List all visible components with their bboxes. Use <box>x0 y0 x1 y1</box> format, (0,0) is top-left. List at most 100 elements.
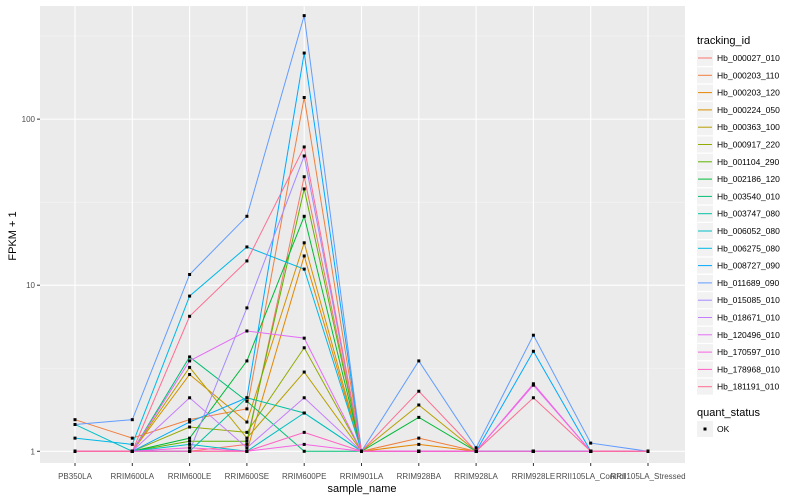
x-tick-label: RRIM600LA <box>111 472 155 481</box>
data-point <box>302 396 306 400</box>
x-tick-label: RRIM928LE <box>512 472 556 481</box>
data-point <box>245 306 249 310</box>
data-point <box>589 441 593 445</box>
data-point <box>188 355 192 359</box>
data-point <box>302 145 306 149</box>
data-point <box>302 95 306 99</box>
data-point <box>302 336 306 340</box>
data-point <box>531 333 535 337</box>
data-point <box>302 214 306 218</box>
x-axis: PB350LA RRIM600LA RRIM600LE RRIM600SE RRIM60… <box>58 463 686 481</box>
legend-label: Hb_000917_220 <box>717 140 780 150</box>
data-point <box>188 420 192 424</box>
data-point <box>302 154 306 158</box>
data-point <box>245 399 249 403</box>
data-point <box>474 446 478 450</box>
data-point <box>188 446 192 450</box>
y-axis: 1 10 100 <box>22 115 40 456</box>
legend-label: Hb_000224_050 <box>717 105 780 115</box>
data-point <box>417 442 421 446</box>
data-point <box>245 449 249 453</box>
data-point <box>302 411 306 415</box>
data-point <box>302 442 306 446</box>
data-point <box>531 382 535 386</box>
data-point <box>302 254 306 258</box>
plot-panel <box>40 6 685 463</box>
legend-label: Hb_003540_010 <box>717 191 780 201</box>
data-point <box>417 436 421 440</box>
data-point <box>188 365 192 369</box>
data-point <box>188 436 192 440</box>
grid-major <box>40 6 685 463</box>
data-point <box>188 449 192 453</box>
data-point <box>417 415 421 419</box>
legend-label: Hb_000203_110 <box>717 70 780 80</box>
data-point <box>188 314 192 318</box>
legend-label: Hb_015085_010 <box>717 295 780 305</box>
x-tick-label: RRIM928LA <box>454 472 498 481</box>
legend-status-title: quant_status <box>697 407 760 419</box>
legend-label: Hb_000027_010 <box>717 53 780 63</box>
x-tick-label: RRIM600LE <box>168 472 212 481</box>
x-tick-label: RRIM928BA <box>397 472 442 481</box>
data-point <box>302 51 306 55</box>
data-point <box>245 436 249 440</box>
data-point <box>245 430 249 434</box>
data-point <box>245 396 249 400</box>
data-point <box>245 214 249 218</box>
x-tick-label: RRIM901LA <box>340 472 384 481</box>
data-point <box>188 273 192 276</box>
legend-status-label: OK <box>717 424 730 434</box>
legend-label: Hb_120496_010 <box>717 330 780 340</box>
legend-label: Hb_003747_080 <box>717 209 780 219</box>
data-point <box>245 245 249 249</box>
data-point <box>188 418 192 422</box>
data-point <box>130 436 134 440</box>
data-point <box>302 14 306 18</box>
x-tick-label: RRIM600PE <box>282 472 326 481</box>
legend-label: Hb_008727_090 <box>717 261 780 271</box>
data-point <box>245 259 249 263</box>
y-tick-label: 1 <box>31 447 36 456</box>
legend-label: Hb_178968_010 <box>717 364 780 374</box>
data-point <box>302 346 306 350</box>
data-point <box>188 372 192 376</box>
series-points <box>73 14 650 453</box>
legend-title: tracking_id <box>697 35 750 47</box>
legend-label: Hb_001104_290 <box>717 157 780 167</box>
y-axis-title: FPKM + 1 <box>7 211 19 260</box>
data-point <box>302 370 306 374</box>
data-point <box>531 396 535 400</box>
data-point <box>302 187 306 191</box>
legend-items: Hb_000027_010 Hb_000203_110 Hb_000203_120 H… <box>697 50 780 395</box>
data-point <box>245 446 249 450</box>
data-point <box>531 349 535 353</box>
data-point <box>73 422 77 426</box>
x-tick-label: PB350LA <box>58 472 92 481</box>
data-point <box>188 359 192 363</box>
legend-label: Hb_181191_010 <box>717 382 780 392</box>
data-point <box>188 425 192 429</box>
legend-label: Hb_000203_120 <box>717 88 780 98</box>
data-point <box>245 420 249 424</box>
data-point <box>73 418 77 422</box>
data-point <box>188 442 192 446</box>
data-point <box>589 449 593 453</box>
data-point <box>302 267 306 271</box>
legend-label: Hb_011689_090 <box>717 278 780 288</box>
data-point <box>245 442 249 446</box>
data-point <box>245 329 249 333</box>
legend-label: Hb_000363_100 <box>717 122 780 132</box>
data-point <box>245 407 249 411</box>
legend-label: Hb_018671_010 <box>717 313 780 323</box>
data-point <box>73 449 77 453</box>
legend-label: Hb_170597_010 <box>717 347 780 357</box>
data-point <box>302 430 306 434</box>
x-tick-label: RRIM600SE <box>225 472 269 481</box>
data-point <box>474 449 478 453</box>
data-point <box>360 449 363 453</box>
legend-label: Hb_006275_080 <box>717 243 780 253</box>
data-point <box>130 442 134 446</box>
x-axis-title: sample_name <box>327 483 396 495</box>
